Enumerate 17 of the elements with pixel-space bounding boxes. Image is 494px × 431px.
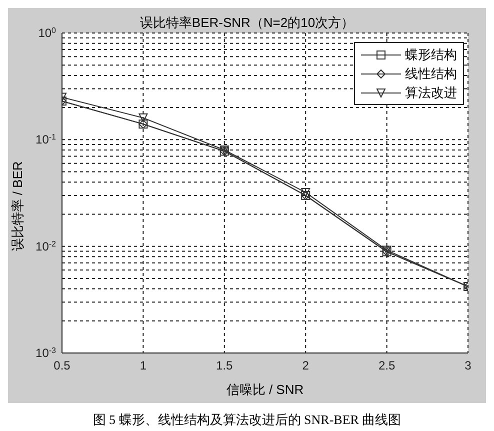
x-tick-label: 2 [302,358,310,373]
x-tick-label: 3 [464,358,472,373]
x-axis-title: 信噪比 / SNR [225,381,305,399]
caption: 图 5 蝶形、线性结构及算法改进后的 SNR-BER 曲线图 [92,411,402,429]
legend-label: 蝶形结构 [405,46,457,64]
x-tick-label: 0.5 [54,358,71,373]
y-tick-label: 10$^{-2}$ [36,238,57,254]
x-tick-label: 2.5 [378,358,396,373]
legend-label: 算法改进 [405,84,457,102]
legend-label: 线性结构 [405,64,457,82]
y-axis-title: 误比特率 / BER [9,160,26,250]
y-tick-label: 10$^{-3}$ [36,346,57,360]
chart-title: 误比特率BER-SNR（N=2的10次方） [140,15,354,30]
y-tick-label: 10$^{0}$ [38,26,57,40]
x-tick-label: 1 [140,358,147,373]
x-tick-label: 1.5 [216,358,234,373]
y-tick-label: 10$^{-1}$ [36,132,57,147]
